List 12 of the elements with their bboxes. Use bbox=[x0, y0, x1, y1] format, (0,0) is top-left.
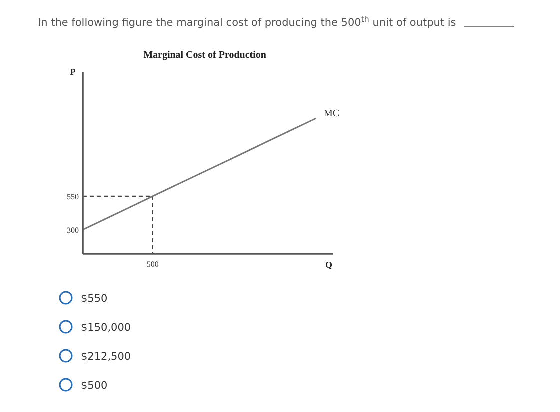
text: 500 bbox=[146, 260, 159, 269]
x-axis-title: Q bbox=[325, 260, 333, 270]
text: 300 bbox=[67, 226, 79, 235]
y-axis-title: P bbox=[70, 67, 76, 77]
text: $150,000 bbox=[81, 322, 132, 334]
text: In the following figure the marginal cost of producing the 500$^{th}$ unit of output is bbox=[38, 14, 456, 29]
text: $550 bbox=[81, 293, 108, 305]
series-label: MC bbox=[324, 108, 340, 120]
text: $212,500 bbox=[81, 351, 132, 363]
text: 550 bbox=[67, 192, 79, 202]
chart-title: Marginal Cost of Production bbox=[144, 50, 267, 61]
text: $500 bbox=[81, 380, 108, 392]
